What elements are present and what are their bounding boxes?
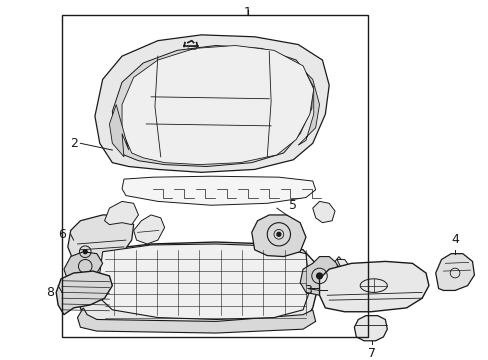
Text: 7: 7 <box>367 347 375 360</box>
Polygon shape <box>95 35 328 172</box>
Bar <box>62 14 367 337</box>
Polygon shape <box>122 176 315 205</box>
Polygon shape <box>300 257 338 295</box>
Text: 5: 5 <box>288 199 296 212</box>
Text: 1: 1 <box>244 6 251 19</box>
Polygon shape <box>298 73 319 145</box>
Polygon shape <box>112 45 312 167</box>
Text: 2: 2 <box>69 137 78 150</box>
Polygon shape <box>68 215 133 264</box>
Polygon shape <box>122 45 313 165</box>
Text: 6: 6 <box>58 228 66 241</box>
Polygon shape <box>312 201 334 223</box>
Polygon shape <box>56 271 112 315</box>
Polygon shape <box>104 201 138 225</box>
Polygon shape <box>133 215 164 244</box>
Polygon shape <box>97 244 309 319</box>
Circle shape <box>83 250 87 254</box>
Circle shape <box>316 273 322 279</box>
Text: 8: 8 <box>46 286 54 299</box>
Polygon shape <box>109 104 128 157</box>
Text: 4: 4 <box>450 233 458 246</box>
Polygon shape <box>325 260 351 300</box>
Polygon shape <box>435 254 473 291</box>
Polygon shape <box>307 257 346 291</box>
Polygon shape <box>251 215 305 257</box>
Polygon shape <box>77 242 317 329</box>
Polygon shape <box>77 308 315 333</box>
Circle shape <box>276 232 280 236</box>
Text: 3: 3 <box>303 284 311 297</box>
Polygon shape <box>354 316 386 341</box>
Text: ⊂⊃: ⊂⊃ <box>185 45 197 51</box>
Polygon shape <box>64 252 102 285</box>
Polygon shape <box>319 261 428 312</box>
